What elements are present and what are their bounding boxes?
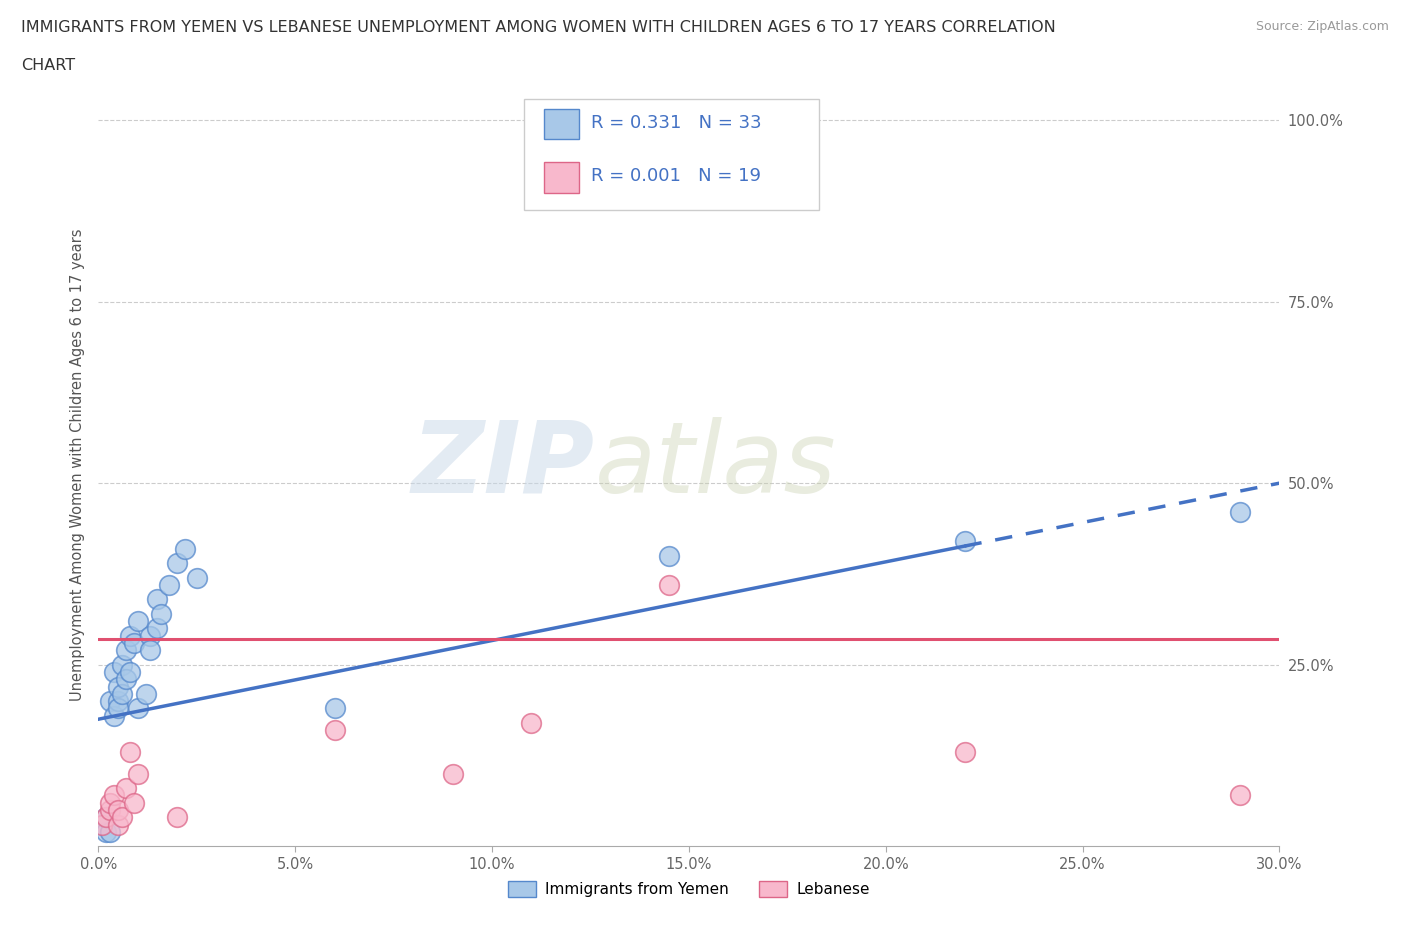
Point	[138, 629, 160, 644]
Point	[127, 614, 149, 629]
Point	[115, 643, 138, 658]
Point	[107, 803, 129, 817]
Point	[111, 810, 134, 825]
Point	[118, 665, 141, 680]
Point	[115, 781, 138, 796]
Point	[96, 810, 118, 825]
Point	[107, 701, 129, 716]
Point	[146, 591, 169, 606]
Text: Source: ZipAtlas.com: Source: ZipAtlas.com	[1256, 20, 1389, 33]
Legend: Immigrants from Yemen, Lebanese: Immigrants from Yemen, Lebanese	[502, 875, 876, 903]
Point	[174, 541, 197, 556]
Point	[658, 549, 681, 564]
Point	[111, 686, 134, 701]
Y-axis label: Unemployment Among Women with Children Ages 6 to 17 years: Unemployment Among Women with Children A…	[69, 229, 84, 701]
Point	[122, 635, 145, 650]
Text: R = 0.331   N = 33: R = 0.331 N = 33	[591, 113, 762, 131]
Point	[98, 824, 121, 839]
Point	[953, 744, 976, 759]
Point	[520, 715, 543, 730]
Point	[103, 708, 125, 723]
Point	[111, 658, 134, 672]
Point	[1229, 505, 1251, 520]
Point	[118, 744, 141, 759]
Text: IMMIGRANTS FROM YEMEN VS LEBANESE UNEMPLOYMENT AMONG WOMEN WITH CHILDREN AGES 6 : IMMIGRANTS FROM YEMEN VS LEBANESE UNEMPL…	[21, 20, 1056, 35]
Point	[118, 629, 141, 644]
Point	[323, 701, 346, 716]
Point	[122, 795, 145, 810]
Point	[138, 643, 160, 658]
Point	[953, 534, 976, 549]
Point	[107, 817, 129, 832]
Point	[1229, 788, 1251, 803]
FancyBboxPatch shape	[523, 99, 818, 209]
Point	[103, 788, 125, 803]
Point	[107, 694, 129, 709]
Point	[127, 701, 149, 716]
Point	[98, 803, 121, 817]
Text: CHART: CHART	[21, 58, 75, 73]
Point	[323, 723, 346, 737]
Point	[127, 766, 149, 781]
Point	[96, 824, 118, 839]
Point	[115, 671, 138, 686]
Point	[150, 606, 173, 621]
Point	[91, 817, 114, 832]
Point	[103, 665, 125, 680]
Point	[98, 795, 121, 810]
Point	[186, 570, 208, 585]
Point	[166, 810, 188, 825]
Point	[658, 578, 681, 592]
Point	[157, 578, 180, 592]
Point	[166, 555, 188, 570]
Text: ZIP: ZIP	[412, 417, 595, 513]
Point	[107, 679, 129, 694]
Point	[98, 694, 121, 709]
Point	[146, 621, 169, 636]
Point	[135, 686, 157, 701]
Text: atlas: atlas	[595, 417, 837, 513]
Point	[441, 766, 464, 781]
Point	[96, 810, 118, 825]
Bar	[544, 162, 579, 193]
Text: R = 0.001   N = 19: R = 0.001 N = 19	[591, 167, 761, 185]
Point	[91, 817, 114, 832]
Bar	[544, 109, 579, 140]
